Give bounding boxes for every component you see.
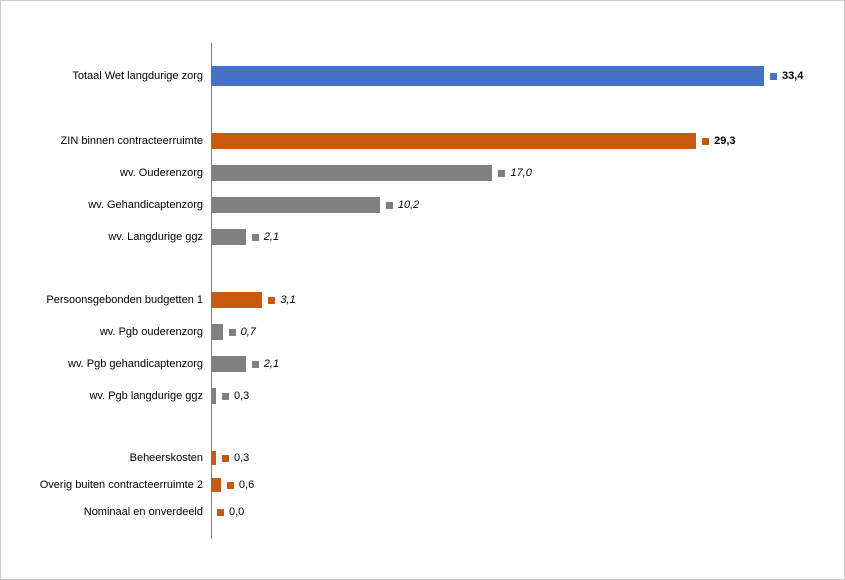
row-label: Nominaal en onverdeeld: [19, 506, 211, 519]
row-label: Persoonsgebonden budgetten 1: [19, 294, 211, 307]
chart-row: wv. Pgb gehandicaptenzorg 2,1: [19, 356, 810, 372]
bar-wrap: 0,0: [211, 505, 810, 519]
chart-row: Persoonsgebonden budgetten 1 3,1: [19, 292, 810, 308]
value-marker: [702, 138, 709, 145]
chart-row: wv. Ouderenzorg 17,0: [19, 165, 810, 181]
bar-wrap: 29,3: [211, 133, 810, 149]
row-label: wv. Ouderenzorg: [19, 167, 211, 180]
chart-row: wv. Gehandicaptenzorg 10,2: [19, 197, 810, 213]
chart-row: Nominaal en onverdeeld 0,0: [19, 505, 810, 519]
value-marker: [252, 361, 259, 368]
row-label: Overig buiten contracteerruimte 2: [19, 479, 211, 492]
chart-row: Beheerskosten 0,3: [19, 451, 810, 465]
value-label: 29,3: [714, 135, 735, 147]
value-label: 2,1: [264, 231, 279, 243]
bar: [211, 292, 262, 308]
bar: [211, 478, 221, 492]
chart-row: Overig buiten contracteerruimte 2 0,6: [19, 478, 810, 492]
row-label: Beheerskosten: [19, 452, 211, 465]
chart-row: wv. Pgb ouderenzorg 0,7: [19, 324, 810, 340]
bar: [211, 165, 492, 181]
bar: [211, 229, 246, 245]
bar-wrap: 10,2: [211, 197, 810, 213]
bar-wrap: 0,3: [211, 388, 810, 404]
bar-wrap: 3,1: [211, 292, 810, 308]
value-label: 17,0: [510, 167, 531, 179]
value-marker: [222, 393, 229, 400]
bar: [211, 66, 764, 86]
chart-row: Totaal Wet langdurige zorg 33,4: [19, 66, 810, 86]
bar: [211, 324, 223, 340]
value-label: 0,6: [239, 479, 254, 491]
row-label: wv. Pgb ouderenzorg: [19, 326, 211, 339]
value-marker: [222, 455, 229, 462]
bar-wrap: 2,1: [211, 229, 810, 245]
value-label: 0,0: [229, 506, 244, 518]
value-label: 0,3: [234, 452, 249, 464]
plot-area: Totaal Wet langdurige zorg 33,4 ZIN binnen…: [19, 43, 810, 539]
bar: [211, 133, 696, 149]
bar-wrap: 0,7: [211, 324, 810, 340]
value-marker: [268, 297, 275, 304]
value-label: 10,2: [398, 199, 419, 211]
bar-wrap: 0,3: [211, 451, 810, 465]
value-label: 0,3: [234, 390, 249, 402]
row-label: wv. Gehandicaptenzorg: [19, 199, 211, 212]
value-label: 2,1: [264, 358, 279, 370]
bar-wrap: 17,0: [211, 165, 810, 181]
bar: [211, 388, 216, 404]
value-marker: [252, 234, 259, 241]
bar-wrap: 2,1: [211, 356, 810, 372]
bar: [211, 451, 216, 465]
bar: [211, 197, 380, 213]
row-label: wv. Pgb langdurige ggz: [19, 390, 211, 403]
row-label: ZIN binnen contracteerruimte: [19, 135, 211, 148]
row-label: Totaal Wet langdurige zorg: [19, 70, 211, 83]
value-label: 3,1: [280, 294, 295, 306]
value-marker: [770, 73, 777, 80]
value-marker: [498, 170, 505, 177]
bar-wrap: 33,4: [211, 66, 810, 86]
chart-row: ZIN binnen contracteerruimte 29,3: [19, 133, 810, 149]
row-label: wv. Langdurige ggz: [19, 231, 211, 244]
chart-container: Totaal Wet langdurige zorg 33,4 ZIN binnen…: [0, 0, 845, 580]
value-marker: [217, 509, 224, 516]
bar-wrap: 0,6: [211, 478, 810, 492]
value-label: 33,4: [782, 70, 803, 82]
chart-row: wv. Langdurige ggz 2,1: [19, 229, 810, 245]
value-marker: [229, 329, 236, 336]
chart-row: wv. Pgb langdurige ggz 0,3: [19, 388, 810, 404]
value-label: 0,7: [241, 326, 256, 338]
value-marker: [386, 202, 393, 209]
row-label: wv. Pgb gehandicaptenzorg: [19, 358, 211, 371]
bar: [211, 356, 246, 372]
value-marker: [227, 482, 234, 489]
